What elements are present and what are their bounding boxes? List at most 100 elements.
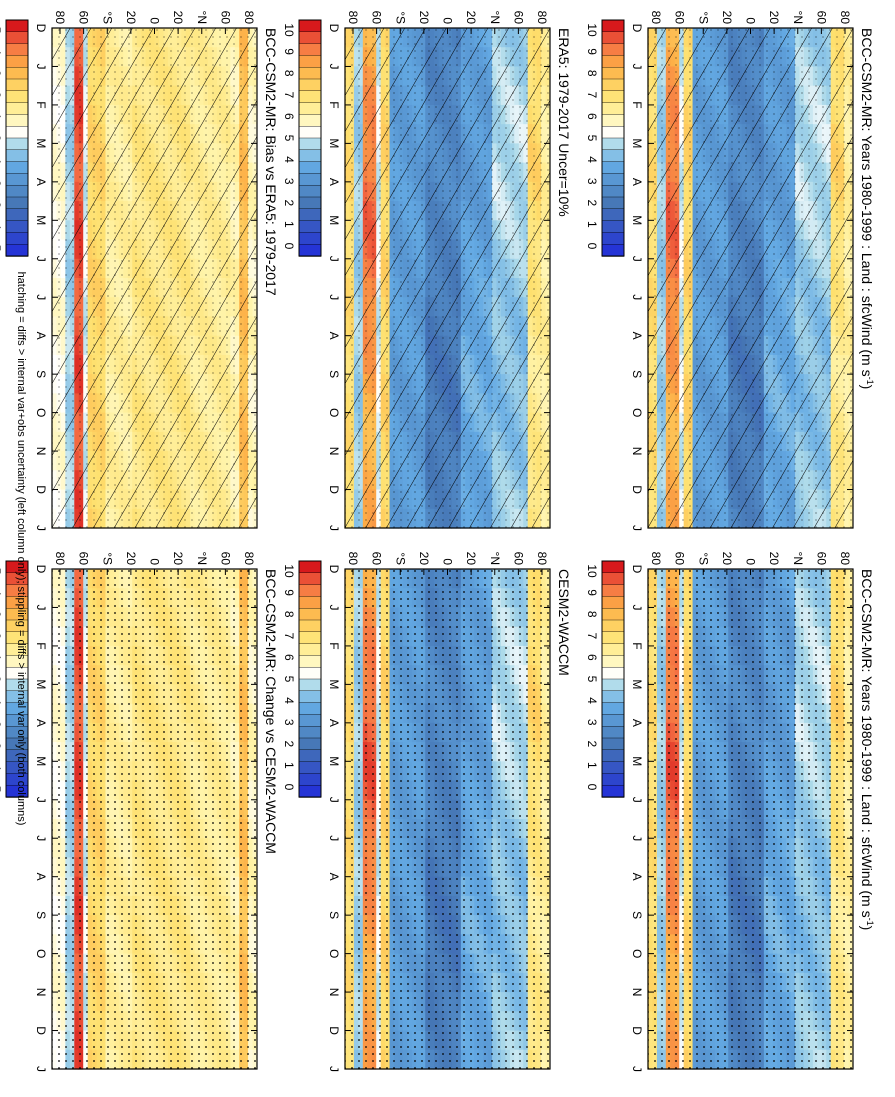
stippling-overlay (648, 569, 853, 1069)
x-tick-label: F (327, 101, 341, 108)
colorbar-label: 5 (585, 676, 599, 683)
y-tick-label: 20 (767, 552, 781, 566)
colorbar-swatch (601, 702, 625, 716)
y-tick-label: 80 (346, 11, 360, 25)
colorbar-swatch (601, 196, 625, 210)
colorbar-swatch (601, 114, 625, 127)
colorbar-swatch (298, 114, 322, 127)
colorbar-swatch (601, 208, 625, 222)
y-tick-label: 20 (720, 11, 734, 25)
plot-area (647, 568, 854, 1070)
colorbar-swatch (601, 78, 625, 92)
x-tick-label: O (630, 408, 644, 417)
colorbar-label: 9 (585, 589, 599, 596)
x-tick-label: D (630, 485, 644, 494)
y-tick-label: 60 (673, 552, 687, 566)
colorbar-label: 9 (282, 48, 296, 55)
x-tick-label: M (327, 138, 341, 148)
colorbar-swatch (601, 184, 625, 198)
colorbar-swatch (601, 666, 625, 680)
colorbar-swatch (298, 102, 322, 116)
colorbar-swatch (601, 678, 625, 692)
colorbar-label: 6 (585, 113, 599, 120)
x-tick-label: J (630, 294, 644, 300)
title-end: ) (859, 385, 875, 390)
y-tick-label: 20 (767, 11, 781, 25)
colorbar-swatch (298, 125, 322, 139)
colorbar-swatch (298, 43, 322, 57)
x-tick-label: S (630, 370, 644, 378)
colorbar-label: 10 (282, 23, 296, 37)
colorbar-swatch (298, 137, 322, 151)
y-tick-label: 60 (814, 11, 828, 25)
colorbar-swatch (601, 773, 625, 786)
panel-p4: CESM2-WACCMDJFMAMJJASONDJ8060°N20020°S60… (282, 552, 572, 1072)
colorbar-swatch (298, 161, 322, 175)
colorbar-swatch (601, 784, 625, 798)
colorbar-swatch (298, 243, 322, 257)
x-tick-label: F (630, 642, 644, 649)
colorbar-label: 10 (585, 23, 599, 37)
x-tick-label: A (327, 178, 341, 186)
colorbar-swatch (601, 761, 625, 775)
colorbar-label: 10 (585, 564, 599, 578)
y-tick-label: °S (696, 552, 710, 565)
title-superscript: -1 (865, 918, 875, 926)
colorbar-swatch (298, 232, 322, 245)
x-tick-label: A (630, 332, 644, 340)
x-tick-label: A (630, 178, 644, 186)
colorbar-swatch (298, 90, 322, 104)
colorbar-swatch (601, 714, 625, 727)
x-tick-label: D (327, 485, 341, 494)
x-tick-label: S (327, 370, 341, 378)
colorbar-label: 0 (585, 243, 599, 250)
colorbar-label: 3 (585, 178, 599, 185)
colorbar-swatch (601, 596, 625, 609)
x-tick-label: D (630, 565, 644, 574)
colorbar-label: 0 (585, 784, 599, 791)
x-tick-label: A (327, 332, 341, 340)
x-tick-label: D (327, 24, 341, 33)
panel-title: BCC-CSM2-MR: Years 1980-1999 : Land : sf… (859, 569, 875, 930)
y-tick-label: °N (791, 11, 805, 24)
colorbar-swatch (601, 560, 625, 574)
y-tick-label: °N (488, 11, 502, 24)
colorbar-label: 4 (585, 697, 599, 704)
x-tick-label: J (630, 604, 644, 610)
x-tick-label: J (327, 525, 341, 531)
colorbar-swatch (601, 572, 625, 586)
panel-title: ERA5: 1979-2017 Uncer=10% (556, 28, 572, 217)
colorbar-label: 8 (585, 611, 599, 618)
y-tick-label: 80 (838, 11, 852, 25)
colorbar-swatch (601, 173, 625, 186)
panel-title: CESM2-WACCM (556, 569, 572, 676)
stippling-overlay (648, 28, 853, 528)
colorbar-swatch (298, 67, 322, 80)
x-tick-label: D (630, 1026, 644, 1035)
plot-area (344, 568, 551, 1070)
colorbar-swatch (601, 690, 625, 704)
colorbar-swatch (601, 125, 625, 139)
colorbar-swatch (601, 19, 625, 33)
colorbar-label: 1 (585, 221, 599, 228)
colorbar-label: 3 (282, 178, 296, 185)
y-tick-label: 80 (649, 552, 663, 566)
y-tick-label: 20 (417, 11, 431, 25)
colorbar-label: 2 (585, 199, 599, 206)
colorbar-swatch (601, 137, 625, 151)
y-tick-label: 60 (814, 552, 828, 566)
colorbar-label: 7 (282, 91, 296, 98)
colorbar-label: 2 (282, 199, 296, 206)
x-tick-label: N (630, 988, 644, 997)
title-superscript: -1 (865, 377, 875, 385)
y-tick-label: 60 (673, 11, 687, 25)
y-tick-label: °S (393, 11, 407, 24)
x-tick-label: J (327, 294, 341, 300)
colorbar-label: 0 (282, 243, 296, 250)
colorbar-frame (601, 19, 625, 257)
colorbar-label: 5 (585, 135, 599, 142)
x-tick-label: J (630, 256, 644, 262)
colorbar-swatch (601, 655, 625, 668)
y-tick-label: 0 (441, 17, 455, 24)
